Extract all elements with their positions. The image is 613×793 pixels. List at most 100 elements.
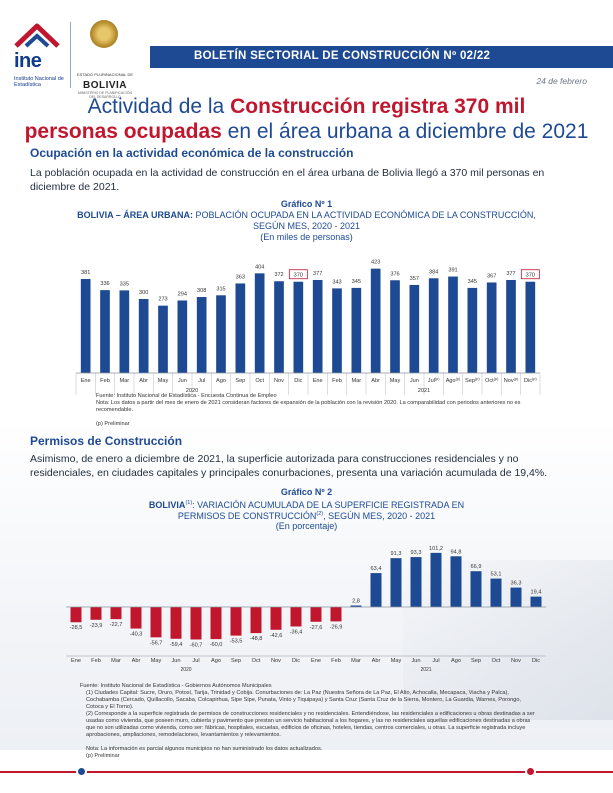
chart1-value-label: 335 [120,281,129,287]
chart2-value-label: -28,5 [70,625,83,631]
chart2-tick-label: Oct [492,658,501,664]
chart2-tick-label: Ago [211,658,221,664]
chart2-note-1: (1) Ciudades Capital: Sucre, Oruro, Poto… [86,690,521,710]
permits-bar-chart: -28,5 Ene -23,9 Feb -22,7 Mar -40,3 Abr -56,7 May… [66,546,546,673]
ine-logo-subtitle: Instituto Nacional de Estadística [14,76,64,88]
chart1-bar [196,297,207,373]
chart1-bar [525,281,536,373]
chart1-bar [235,283,246,373]
chart1-plot-area [76,244,540,373]
chart1-year-label: 2021 [418,388,430,394]
chart2-value-label: -56,7 [150,640,163,646]
chart1-tick-label: Feb [332,378,342,384]
chart2-label: Gráfico Nº 2 [0,487,613,498]
chart2-note-2: (2) Corresponde a la superficie registra… [86,711,535,738]
chart2-tick-label: Sep [231,658,241,664]
chart1-bar [177,300,188,373]
ine-logo-word: ine [14,50,42,72]
chart1-graph-number: Gráfico Nº 1 [280,199,333,209]
bolivia-logo: ESTADO PLURINACIONAL DE BOLIVIA MINISTER… [76,20,134,99]
bulletin-header-bar: BOLETÍN SECTORIAL DE CONSTRUCCIÓN Nº 02/… [150,46,613,68]
chart1-bar [390,280,400,373]
chart2-subtitle: (En porcentaje) [275,521,338,531]
chart1-title-rest: POBLACIÓN OCUPADA EN LA ACTIVIDAD ECONÓM… [192,210,536,220]
chart1-year-label: 2020 [186,388,198,394]
chart1-bar [370,268,381,373]
chart1-title-bold: BOLIVIA – ÁREA URBANA: [77,210,193,220]
chart2-bar [70,607,82,623]
chart1-note: Nota: Los datos a partir del mes de ener… [96,400,521,413]
chart2-value-label: 66,9 [471,564,482,570]
chart2-bar [270,607,282,630]
chart2-year-label: 2020 [180,667,191,673]
chart2-title-sup1: (1) [185,500,193,506]
chart1-tick-label: Oct(p) [485,377,499,384]
chart1-bar [119,290,130,373]
section-paragraph-permits: Asimismo, de enero a diciembre de 2021, … [30,453,548,479]
chart1-tick-label: Jul [198,378,205,384]
chart1-source: Fuente: Instituto Nacional de Estadístic… [96,393,277,399]
chart1-prelim: (p) Preliminar [96,421,130,427]
chart1-bar [80,279,91,373]
chart1-tick-label: Mar [120,378,130,384]
chart1-tick-label: Abr [371,378,380,384]
chart2-graph-number: Gráfico Nº 2 [280,487,333,497]
chart2-bar [470,571,482,607]
footer-line [0,771,613,773]
chart1-tick-label: Ago(p) [446,377,461,384]
chart1-bar [448,276,458,373]
chart2-bar [170,607,182,639]
chart2-value-label: -53,5 [230,639,243,645]
chart2-bar [410,557,422,607]
chart1-label: Gráfico Nº 1 [0,199,613,210]
chart2-value-label: 19,4 [531,590,542,596]
chart2-value-label: -27,6 [310,625,323,631]
chart1-tick-label: May [390,378,401,384]
chart1-bar [293,281,304,373]
chart1-tick-label: Sep(p) [465,377,480,384]
chart2-bar [450,556,462,607]
chart1-bar [351,287,362,373]
chart2-value-label: -48,8 [250,636,263,642]
chart2-bar [510,587,522,607]
chart2-tick-label: Abr [132,658,141,664]
chart2-bar [130,607,142,629]
chart2-tick-label: Nov [511,658,521,664]
chart2-title-sup2: (2) [316,511,324,517]
chart2-bar [150,607,162,638]
bolivia-logo-state: ESTADO PLURINACIONAL DE [76,72,133,77]
section-heading-permits: Permisos de Construcción [30,434,183,448]
chart2-title-bold: BOLIVIA [148,500,186,510]
chart1-value-label: 372 [274,272,283,278]
chart2-tick-label: May [151,658,162,664]
chart2-tick-label: Jul [432,658,439,664]
chart2-value-label: -60,7 [190,642,203,648]
chart1-tick-label: Jun [178,378,187,384]
chart1-value-label: 370 [526,273,535,279]
chart2-bar [490,578,502,607]
chart1-value-label: 273 [158,297,167,303]
chart1-value-label: 384 [429,269,438,275]
chart2-bar [370,573,382,607]
employment-bar-chart: 381 Ene 336 Feb 335 Mar 300 Abr 273 May 294 Jun 308 J… [75,244,541,395]
chart2-value-label: -36,4 [290,629,303,635]
headline-highlight: personas ocupadas [24,120,222,143]
chart1-value-label: 300 [139,290,148,296]
chart1-value-label: 391 [448,268,457,274]
logo-divider [70,22,71,88]
chart1-value-label: 336 [100,281,109,287]
chart2-tick-label: Mar [111,658,121,664]
chart2-bar [230,607,242,636]
chart1-value-label: 363 [236,274,245,280]
chart1-value-label: 381 [81,270,90,276]
chart2-bar [90,607,102,620]
chart1-tick-label: Dic [294,378,302,384]
chart2-source: Fuente: Instituto Nacional de Estadístic… [80,683,272,689]
chart2-tick-label: Ene [71,658,81,664]
chart2-value-label: -42,6 [270,633,283,639]
chart1-bar [486,282,497,373]
chart2-value-label: 36,3 [511,581,522,587]
chart1-bar [138,299,149,373]
chart2-bar [330,607,342,622]
chart2-value-label: -59,4 [170,642,183,648]
